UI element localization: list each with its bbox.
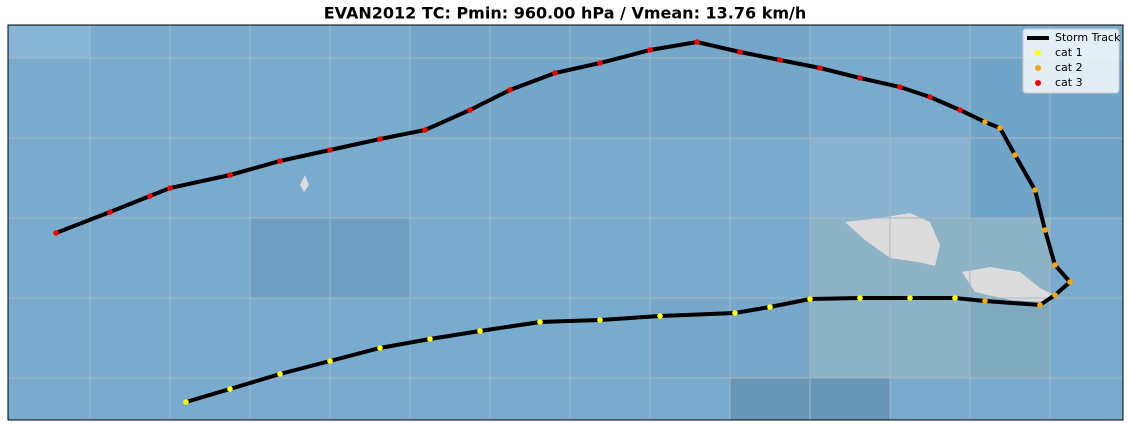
track-point	[857, 75, 863, 81]
track-point	[1052, 292, 1058, 298]
track-point	[327, 147, 333, 153]
track-point	[597, 317, 603, 323]
track-point	[737, 49, 743, 55]
track-point	[467, 107, 473, 113]
track-point	[982, 298, 988, 304]
map-background	[8, 25, 1123, 420]
track-point	[982, 119, 988, 125]
track-point	[377, 345, 383, 351]
track-point	[167, 185, 173, 191]
track-point	[732, 310, 738, 316]
track-point	[694, 39, 700, 45]
legend-label: cat 3	[1055, 76, 1083, 89]
track-point	[227, 172, 233, 178]
chart-title: EVAN2012 TC: Pmin: 960.00 hPa / Vmean: 1…	[324, 4, 807, 23]
track-point	[1037, 302, 1043, 308]
track-point	[817, 65, 823, 71]
track-point	[147, 193, 153, 199]
track-point	[767, 304, 773, 310]
legend-marker	[1035, 65, 1041, 71]
track-point	[597, 60, 603, 66]
track-point	[552, 70, 558, 76]
legend-marker	[1035, 50, 1041, 56]
track-point	[53, 230, 59, 236]
marks	[53, 39, 1073, 405]
track-point	[507, 87, 513, 93]
map-frame	[7, 24, 1124, 421]
track-point	[957, 107, 963, 113]
track-point	[277, 158, 283, 164]
track-point	[227, 386, 233, 392]
track-point	[277, 371, 283, 377]
track-point	[1032, 187, 1038, 193]
track-point	[477, 328, 483, 334]
track-point	[1012, 152, 1018, 158]
track-point	[857, 295, 863, 301]
track-point	[427, 336, 433, 342]
track-point	[1042, 227, 1048, 233]
track-point	[997, 125, 1003, 131]
track-point	[422, 127, 428, 133]
storm-track	[55, 39, 1073, 404]
track-point	[952, 295, 958, 301]
legend-label: Storm Track	[1055, 31, 1121, 44]
track-point	[377, 136, 383, 142]
legend-marker	[1035, 80, 1041, 86]
legend-label: cat 1	[1055, 46, 1083, 59]
track-point	[897, 84, 903, 90]
track-point	[927, 94, 933, 100]
legend-box	[1022, 28, 1120, 94]
track-point	[537, 319, 543, 325]
legend-label: cat 2	[1055, 61, 1083, 74]
track-point	[327, 358, 333, 364]
track-point	[1052, 262, 1058, 268]
track-point	[183, 399, 189, 405]
track-point	[657, 313, 663, 319]
track-point	[807, 296, 813, 302]
track-point	[777, 57, 783, 63]
track-point	[107, 209, 113, 215]
legend: Storm Track cat 1 cat 2 cat 3	[1022, 28, 1121, 94]
track-point	[1067, 279, 1073, 285]
track-point	[907, 295, 913, 301]
track-point	[647, 47, 653, 53]
